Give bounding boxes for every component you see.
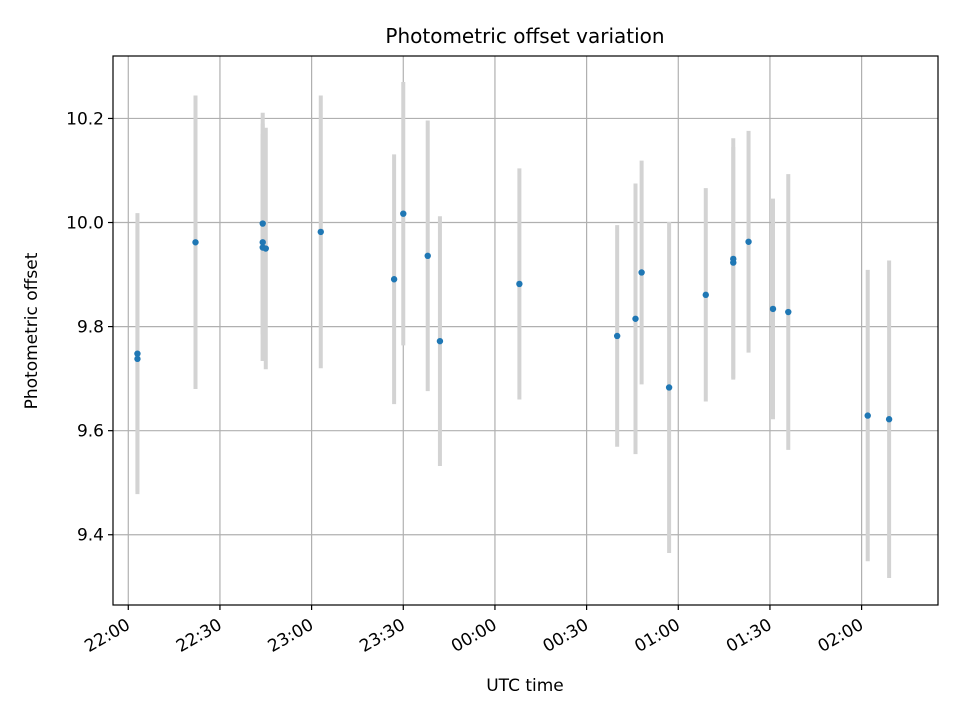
data-point [632,315,639,322]
data-point [400,210,407,217]
y-tick-label: 9.8 [77,318,104,338]
data-point [317,228,324,236]
y-tick-label: 10.0 [66,214,104,234]
data-point [702,291,709,299]
data-point [390,276,398,283]
data-point [864,412,871,419]
data-point [134,355,141,363]
data-point [769,305,777,313]
data-points [134,210,893,423]
plot-frame [112,55,939,606]
y-tick-label: 9.4 [77,526,104,546]
data-point [665,384,673,391]
y-axis-label: Photometric offset [22,252,42,409]
data-point [134,350,141,357]
data-point [262,245,269,252]
grid-lines [113,56,938,605]
data-point [745,238,752,245]
data-point [730,259,737,266]
y-axis-ticks: 9.4 9.6 9.8 10.0 10.2 [66,109,113,546]
data-point [259,239,266,246]
y-tick-label: 10.2 [66,109,104,129]
data-point [613,332,621,340]
data-point [424,252,431,260]
data-point [259,220,266,227]
data-point [785,308,792,316]
x-axis-label: UTC time [486,676,564,696]
data-point [192,239,199,246]
data-point [516,280,523,288]
data-point [436,337,444,345]
chart-title: Photometric offset variation [385,24,664,48]
data-point [885,416,893,423]
data-point [638,269,645,276]
y-tick-label: 9.6 [77,422,104,442]
